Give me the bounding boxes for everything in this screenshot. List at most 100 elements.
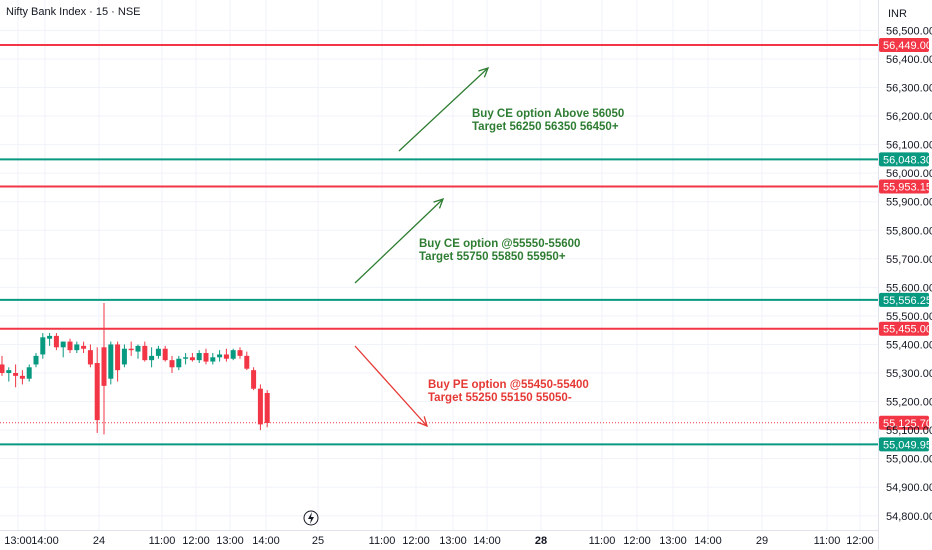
- candle-body: [196, 353, 202, 361]
- x-tick-label: 25: [312, 535, 324, 547]
- replay-icon[interactable]: [303, 510, 319, 526]
- candle-body: [210, 357, 216, 362]
- candle-body: [142, 345, 148, 361]
- y-tick-label: 55,900.00: [886, 197, 932, 209]
- candle-body: [47, 335, 53, 339]
- annotation-text: Target 55250 55150 55050-: [428, 392, 572, 404]
- horizontal-levels: 56,449.00 56,048.30 55,953.15 55,556.25 55,4…: [0, 37, 932, 452]
- y-tick-label: 55,700.00: [886, 254, 932, 266]
- y-tick-label: 54,800.00: [886, 511, 932, 523]
- chart-title: Nifty Bank Index · 15 · NSE: [6, 6, 141, 18]
- candle-body: [264, 392, 270, 423]
- candle-body: [135, 345, 141, 352]
- candle-body: [251, 370, 257, 389]
- y-tick-label: 55,600.00: [886, 282, 932, 294]
- candle-body: [244, 355, 250, 369]
- last-price-badge: [879, 415, 929, 430]
- candle-body: [183, 357, 189, 359]
- x-tick-label: 13:00: [4, 535, 32, 547]
- candle-body: [169, 360, 175, 368]
- x-tick-label: 14:00: [473, 535, 501, 547]
- x-tick-label: 12:00: [402, 535, 430, 547]
- price-level-badge-label: 55,556.25: [883, 295, 932, 307]
- y-tick-label: 56,000.00: [886, 168, 932, 180]
- grid: [0, 0, 878, 530]
- candle-body: [94, 363, 100, 421]
- candle-body: [237, 350, 243, 356]
- candle-body: [128, 348, 134, 351]
- candle-body: [74, 344, 80, 351]
- currency-label: INR: [888, 8, 907, 20]
- x-tick-label: 12:00: [623, 535, 651, 547]
- price-level-badge-label: 55,049.95: [883, 439, 932, 451]
- y-tick-label: 56,400.00: [886, 54, 932, 66]
- y-tick-label: 56,200.00: [886, 111, 932, 123]
- candle-body: [223, 354, 229, 359]
- price-level-badge: [879, 179, 929, 194]
- y-tick-label: 55,800.00: [886, 225, 932, 237]
- annotation-text: Buy PE option @55450-55400: [428, 379, 589, 391]
- arrow-up-1: [398, 67, 489, 152]
- price-level-badge: [879, 152, 929, 167]
- candle-body: [257, 388, 263, 425]
- candle-body: [162, 348, 168, 361]
- x-tick-label: 14:00: [31, 535, 59, 547]
- candle-body: [149, 355, 155, 361]
- price-level-badge: [879, 437, 929, 452]
- candle-body: [230, 350, 236, 359]
- annotation-arrows: [354, 66, 490, 428]
- y-tick-label: 54,900.00: [886, 482, 932, 494]
- y-tick-label: 55,300.00: [886, 368, 932, 380]
- candle-body: [53, 335, 59, 348]
- candle-body: [121, 348, 127, 365]
- candle-body: [87, 350, 93, 365]
- candle-body: [81, 345, 87, 349]
- candle-body: [19, 375, 25, 379]
- x-tick-label: 29: [756, 535, 768, 547]
- price-level-badge: [879, 37, 929, 52]
- x-tick-label: 14:00: [252, 535, 280, 547]
- x-tick-label: 12:00: [182, 535, 210, 547]
- candle-body: [33, 355, 39, 365]
- y-tick-label: 56,500.00: [886, 25, 932, 37]
- candle-body: [176, 358, 182, 368]
- x-tick-label: 24: [93, 535, 105, 547]
- candle-body: [67, 341, 73, 351]
- x-tick-label: 11:00: [814, 535, 841, 547]
- x-tick-label: 13:00: [439, 535, 467, 547]
- x-tick-label: 14:00: [694, 535, 722, 547]
- x-tick-label: 11:00: [149, 535, 176, 547]
- y-tick-label: 56,300.00: [886, 83, 932, 95]
- y-tick-label: 55,200.00: [886, 397, 932, 409]
- candle-body: [203, 353, 209, 362]
- candle-body: [60, 341, 66, 348]
- y-tick-label: 55,000.00: [886, 454, 932, 466]
- y-tick-label: 55,400.00: [886, 339, 932, 351]
- x-tick-label: 11:00: [589, 535, 616, 547]
- arrow-up-2-head: [433, 197, 445, 209]
- y-tick-label: 55,500.00: [886, 311, 932, 323]
- candle-body: [13, 373, 19, 376]
- candle-body: [101, 347, 107, 386]
- last-price-badge-label: 55,125.70: [883, 418, 932, 430]
- candle-body: [6, 370, 12, 373]
- x-tick-label: 13:00: [659, 535, 687, 547]
- y-tick-label: 56,100.00: [886, 140, 932, 152]
- candle-body: [26, 367, 32, 379]
- annotation-text: Target 56250 56350 56450+: [472, 121, 619, 133]
- candle-body: [108, 344, 114, 379]
- price-level-badge: [879, 292, 929, 307]
- annotation-text: Buy CE option Above 56050: [472, 108, 624, 120]
- arrow-down-head: [417, 416, 428, 428]
- candle-body: [189, 357, 195, 361]
- annotation-text: Target 55750 55850 55950+: [419, 251, 566, 263]
- y-tick-label: 55,100.00: [886, 425, 932, 437]
- x-tick-label: 13:00: [216, 535, 244, 547]
- price-level-badge-label: 56,449.00: [883, 40, 932, 52]
- candle-body: [0, 364, 5, 373]
- arrow-up-2: [354, 198, 444, 284]
- price-level-badge-label: 55,455.00: [883, 324, 932, 336]
